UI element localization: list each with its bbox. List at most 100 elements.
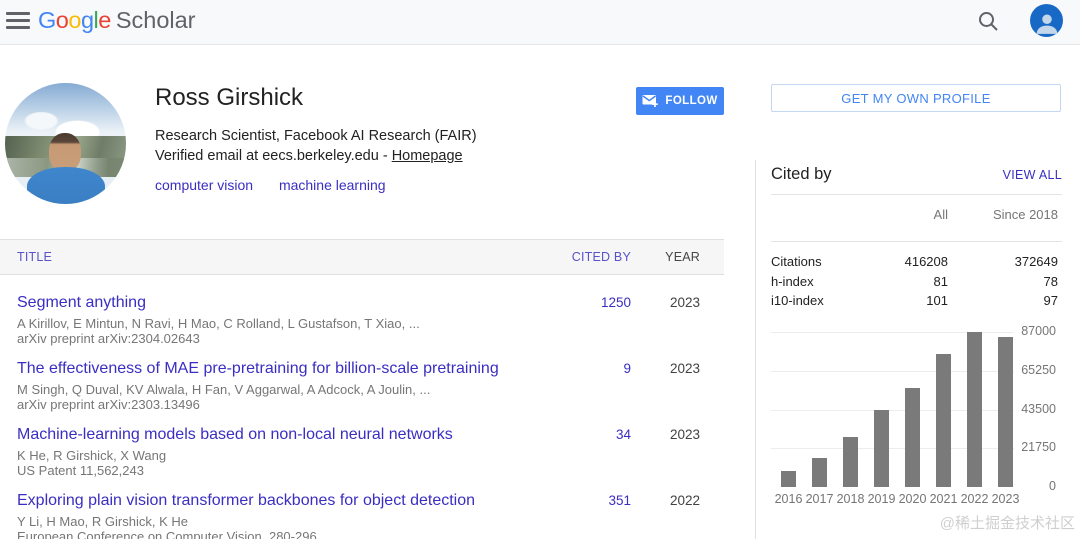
profile-photo: [5, 83, 126, 204]
publication-year: 2023: [669, 295, 700, 310]
column-header-year[interactable]: YEAR: [665, 250, 700, 264]
account-avatar[interactable]: [1030, 4, 1063, 37]
watermark-text: @稀土掘金技术社区: [939, 515, 1075, 532]
profile-info: Ross Girshick Research Scientist, Facebo…: [155, 84, 625, 193]
follow-button-label: FOLLOW: [665, 95, 718, 107]
citations-chart-plot: [771, 332, 1014, 487]
publication-authors: K He, R Girshick, X Wang: [17, 448, 167, 463]
vertical-divider: [755, 160, 756, 539]
publication-authors: Y Li, H Mao, R Girshick, K He: [17, 514, 188, 529]
h-index-all-value: 81: [933, 273, 948, 289]
publication-authors: M Singh, Q Duval, KV Alwala, H Fan, V Ag…: [17, 382, 431, 397]
chart-x-tick: 2018: [836, 492, 865, 506]
verified-email-text: Verified email at eecs.berkeley.edu -: [155, 148, 392, 164]
cited-by-count-link[interactable]: 351: [608, 493, 631, 508]
chart-y-tick: 43500: [1021, 401, 1056, 416]
chart-gridline: [771, 332, 1014, 333]
publication-row: The effectiveness of MAE pre-pretraining…: [0, 341, 724, 412]
interest-link-machine-learning[interactable]: machine learning: [278, 177, 386, 193]
photo-person-head: [49, 133, 81, 171]
cited-by-count-link[interactable]: 1250: [600, 295, 631, 310]
column-header-cited-by[interactable]: CITED BY: [571, 250, 631, 264]
get-my-own-profile-button[interactable]: GET MY OWN PROFILE: [771, 84, 1061, 112]
profile-email-line: Verified email at eecs.berkeley.edu - Ho…: [155, 146, 625, 166]
chart-bar-2020[interactable]: [905, 388, 920, 487]
publication-title-link[interactable]: The effectiveness of MAE pre-pretraining…: [17, 360, 499, 377]
profile-name: Ross Girshick: [155, 84, 304, 111]
citations-label[interactable]: Citations: [771, 254, 822, 269]
top-app-bar: Google Scholar: [0, 0, 1080, 45]
cited-by-column-headers: All Since 2018: [771, 195, 1062, 231]
chart-y-tick: 21750: [1021, 440, 1056, 455]
homepage-link[interactable]: Homepage: [391, 148, 463, 164]
chart-bar-2023[interactable]: [998, 337, 1013, 487]
profile-interests: computer vision machine learning: [155, 177, 625, 193]
chart-gridline: [771, 409, 1014, 411]
cited-by-count-link[interactable]: 9: [623, 361, 631, 376]
publication-venue: arXiv preprint arXiv:2304.02643: [17, 331, 200, 346]
publication-year: 2022: [669, 493, 700, 508]
chart-bar-2019[interactable]: [874, 410, 889, 487]
publication-title-link[interactable]: Segment anything: [17, 294, 146, 311]
publication-authors: A Kirillov, E Mintun, N Ravi, H Mao, C R…: [17, 316, 420, 331]
photo-person-body: [27, 167, 105, 204]
get-my-own-profile-label: GET MY OWN PROFILE: [841, 90, 991, 106]
profile-affiliation: Research Scientist, Facebook AI Research…: [155, 128, 477, 144]
chart-x-tick: 2017: [805, 492, 834, 506]
chart-x-tick: 2020: [898, 492, 927, 506]
column-since-2018: Since 2018: [992, 207, 1058, 222]
publications-table: TITLE CITED BY YEAR Segment anything A K…: [0, 239, 724, 539]
i10-index-since-value: 97: [1043, 293, 1058, 308]
scholar-logo[interactable]: Google Scholar: [38, 7, 196, 34]
publication-venue: European Conference on Computer Vision, …: [17, 529, 317, 539]
chart-y-tick: 0: [1049, 479, 1056, 493]
publication-venue: arXiv preprint arXiv:2303.13496: [17, 397, 200, 412]
google-logo-letters: Google: [38, 7, 111, 33]
publication-title-link[interactable]: Machine-learning models based on non-loc…: [17, 426, 453, 443]
view-all-link[interactable]: VIEW ALL: [1002, 168, 1062, 182]
publication-row: Exploring plain vision transformer backb…: [0, 473, 724, 539]
scholar-logo-text: Scholar: [115, 7, 196, 33]
metric-row-h-index: h-index 81 78: [771, 272, 1062, 292]
divider: [771, 194, 1062, 195]
publication-year: 2023: [669, 361, 700, 376]
publication-venue: US Patent 11,562,243: [17, 463, 144, 478]
metric-row-citations: Citations 416208 372649: [771, 252, 1062, 272]
citations-since-value: 372649: [1014, 254, 1058, 269]
i10-index-label[interactable]: i10-index: [771, 293, 824, 308]
chart-gridline: [771, 370, 1014, 372]
publication-row: Machine-learning models based on non-loc…: [0, 407, 724, 478]
citations-per-year-chart: 2016 2017 2018 2019 2020 2021 2022 2023 87000 652…: [771, 324, 1062, 511]
chart-x-tick: 2021: [929, 492, 958, 506]
column-header-title[interactable]: TITLE: [17, 250, 53, 264]
divider: [771, 241, 1062, 242]
cited-by-count-link[interactable]: 34: [615, 427, 631, 442]
chart-x-tick: 2023: [991, 492, 1020, 506]
search-icon[interactable]: [976, 9, 1000, 33]
publication-row: Segment anything A Kirillov, E Mintun, N…: [0, 275, 724, 346]
chart-bar-2016[interactable]: [781, 471, 796, 487]
chart-x-tick: 2019: [867, 492, 896, 506]
envelope-plus-icon: [642, 95, 659, 107]
publication-title-link[interactable]: Exploring plain vision transformer backb…: [17, 492, 476, 509]
h-index-since-value: 78: [1043, 273, 1058, 289]
follow-button[interactable]: FOLLOW: [636, 87, 724, 115]
chart-bar-2021[interactable]: [936, 354, 951, 487]
chart-bar-2022[interactable]: [967, 332, 982, 487]
chart-y-tick: 65250: [1021, 362, 1056, 377]
person-icon: [1036, 14, 1058, 34]
chart-bar-2018[interactable]: [843, 437, 858, 487]
publications-table-header: TITLE CITED BY YEAR: [0, 239, 724, 275]
column-all: All: [933, 207, 948, 222]
cited-by-heading: Cited by: [771, 165, 832, 183]
hamburger-menu-icon[interactable]: [6, 12, 30, 29]
citations-all-value: 416208: [904, 254, 948, 269]
h-index-label[interactable]: h-index: [771, 273, 814, 289]
metric-row-i10-index: i10-index 101 97: [771, 291, 1062, 311]
chart-x-tick: 2016: [774, 492, 803, 506]
chart-gridline: [771, 448, 1014, 450]
i10-index-all-value: 101: [926, 293, 948, 308]
interest-link-computer-vision[interactable]: computer vision: [155, 177, 254, 193]
cited-by-panel: Cited by VIEW ALL All Since 2018 Citatio…: [771, 165, 1062, 311]
chart-bar-2017[interactable]: [812, 458, 827, 487]
